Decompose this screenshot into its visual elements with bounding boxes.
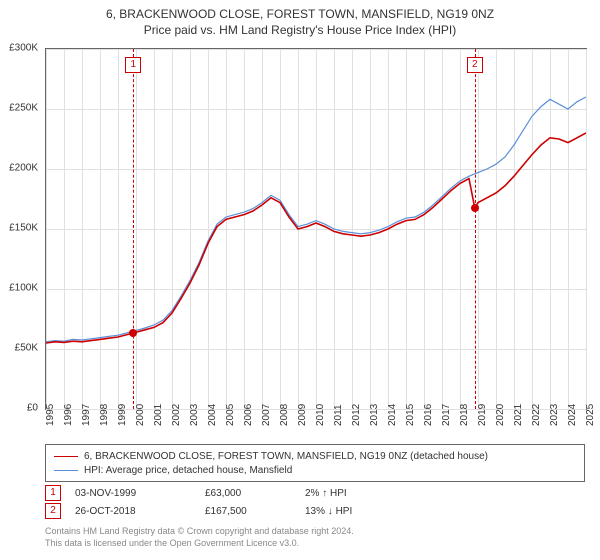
title-line-1: 6, BRACKENWOOD CLOSE, FOREST TOWN, MANSF… [0,6,600,22]
footer-line-1: Contains HM Land Registry data © Crown c… [45,526,354,538]
x-tick-label: 2003 [189,404,200,426]
transactions-table: 1 03-NOV-1999£63,0002% ↑ HPI 2 26-OCT-2018£… [45,484,585,520]
x-tick-label: 2011 [333,404,344,426]
legend-swatch [54,470,78,471]
y-tick-label: £50K [15,343,38,354]
transaction-badge: 1 [45,485,61,501]
marker-dot [471,204,479,212]
x-tick-label: 2005 [225,404,236,426]
y-tick-label: £0 [27,403,38,414]
transaction-badge: 2 [45,503,61,519]
x-tick-label: 2025 [585,404,596,426]
x-tick-label: 1997 [81,404,92,426]
x-tick-label: 2024 [567,404,578,426]
legend-item: 6, BRACKENWOOD CLOSE, FOREST TOWN, MANSF… [54,449,576,463]
x-tick-label: 2002 [171,404,182,426]
transaction-price: £63,000 [205,488,305,499]
marker-badge: 2 [467,57,483,73]
transaction-date: 03-NOV-1999 [75,488,205,499]
x-tick-label: 2001 [153,404,164,426]
legend-label: HPI: Average price, detached house, Mans… [84,465,292,476]
x-tick-label: 2020 [495,404,506,426]
x-tick-label: 2021 [513,404,524,426]
marker-dot [129,329,137,337]
marker-line [133,49,134,409]
transaction-row: 2 26-OCT-2018£167,50013% ↓ HPI [45,502,585,520]
transaction-delta: 13% ↓ HPI [305,506,405,517]
y-axis: £0£50K£100K£150K£200K£250K£300K [0,48,42,408]
x-tick-label: 2000 [135,404,146,426]
legend-label: 6, BRACKENWOOD CLOSE, FOREST TOWN, MANSF… [84,451,488,462]
transaction-row: 1 03-NOV-1999£63,0002% ↑ HPI [45,484,585,502]
transaction-delta: 2% ↑ HPI [305,488,405,499]
legend: 6, BRACKENWOOD CLOSE, FOREST TOWN, MANSF… [45,444,585,482]
x-tick-label: 2023 [549,404,560,426]
x-tick-label: 2017 [441,404,452,426]
x-tick-label: 2012 [351,404,362,426]
x-tick-label: 1999 [117,404,128,426]
title-line-2: Price paid vs. HM Land Registry's House … [0,22,600,38]
series-hpi [46,97,586,342]
transaction-price: £167,500 [205,506,305,517]
x-tick-label: 1996 [63,404,74,426]
x-tick-label: 2022 [531,404,542,426]
x-tick-label: 2007 [261,404,272,426]
x-tick-label: 2010 [315,404,326,426]
y-tick-label: £250K [9,103,38,114]
x-tick-label: 2019 [477,404,488,426]
x-tick-label: 2014 [387,404,398,426]
x-tick-label: 1998 [99,404,110,426]
x-tick-label: 2018 [459,404,470,426]
transaction-date: 26-OCT-2018 [75,506,205,517]
y-tick-label: £150K [9,223,38,234]
y-tick-label: £300K [9,43,38,54]
legend-swatch [54,456,78,457]
x-tick-label: 2009 [297,404,308,426]
x-tick-label: 2004 [207,404,218,426]
y-tick-label: £200K [9,163,38,174]
chart-title: 6, BRACKENWOOD CLOSE, FOREST TOWN, MANSF… [0,0,600,38]
x-tick-label: 2008 [279,404,290,426]
marker-line [475,49,476,409]
x-axis: 1995199619971998199920002001200220032004… [45,410,585,440]
chart-plot-area: 12 [45,48,587,410]
marker-badge: 1 [125,57,141,73]
series-property [46,133,586,343]
footer: Contains HM Land Registry data © Crown c… [45,526,354,549]
legend-item: HPI: Average price, detached house, Mans… [54,463,576,477]
x-tick-label: 2006 [243,404,254,426]
x-tick-label: 2015 [405,404,416,426]
series-svg [46,49,586,409]
y-tick-label: £100K [9,283,38,294]
x-tick-label: 2016 [423,404,434,426]
x-tick-label: 2013 [369,404,380,426]
footer-line-2: This data is licensed under the Open Gov… [45,538,354,550]
grid-line-v [586,49,587,409]
x-tick-label: 1995 [45,404,56,426]
